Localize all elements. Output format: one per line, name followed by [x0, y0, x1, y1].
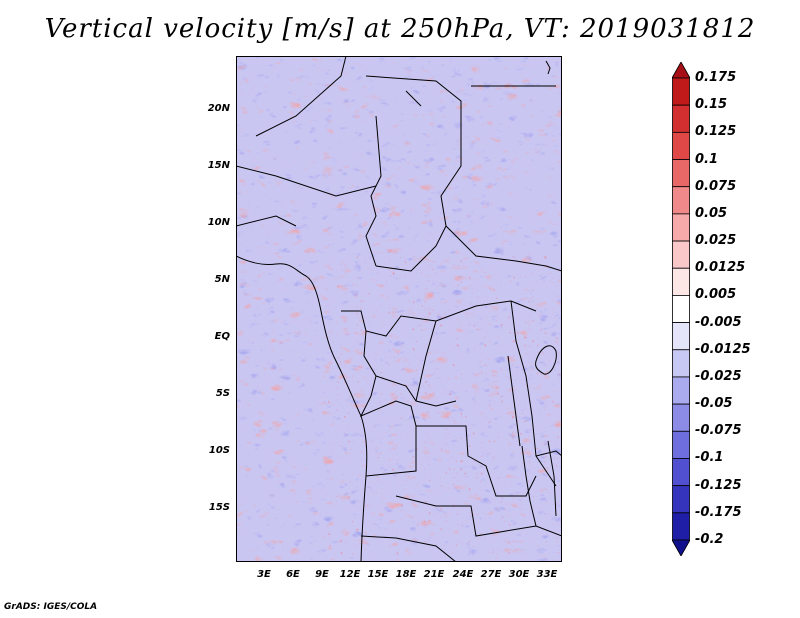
lat-tick-label: 10S [208, 445, 230, 456]
map-border [236, 56, 562, 562]
colorbar-label: -0.2 [695, 532, 724, 547]
colorbar-swatch [672, 77, 690, 106]
lon-tick-label: 3E [257, 569, 271, 580]
colorbar-label: -0.025 [695, 368, 742, 384]
colorbar-swatch [672, 131, 690, 160]
colorbar-swatch [672, 458, 690, 487]
lon-tick-label: 27E [480, 569, 502, 580]
lon-tick-label: 6E [286, 569, 300, 580]
colorbar-label: -0.075 [695, 423, 742, 439]
colorbar-swatch [672, 430, 690, 459]
lat-tick-label: 20N [207, 103, 230, 114]
map-plot [236, 56, 562, 562]
map-title: Vertical velocity [m/s] at 250hPa, VT: 2… [44, 14, 756, 44]
colorbar-label: 0.05 [695, 205, 728, 221]
colorbar-label: 0.075 [695, 178, 737, 194]
colorbar-label: -0.175 [695, 504, 742, 520]
colorbar-label: 0.025 [695, 233, 737, 249]
lon-tick-label: 21E [423, 569, 445, 580]
lat-tick-label: 5S [215, 388, 230, 399]
lon-tick-label: 24E [452, 569, 474, 580]
colorbar-label: 0.15 [695, 97, 728, 113]
colorbar-label: 0.1 [695, 151, 719, 167]
colorbar-bottom-triangle [672, 539, 690, 556]
colorbar-label: 0.005 [695, 287, 737, 303]
colorbar [672, 62, 690, 556]
lat-tick-label: 10N [207, 217, 230, 228]
colorbar-swatch [672, 186, 690, 215]
lon-tick-label: 18E [395, 569, 417, 580]
colorbar-label: -0.125 [695, 477, 742, 493]
credit-text: GrADS: IGES/COLA [4, 602, 98, 612]
colorbar-label: -0.05 [695, 396, 733, 412]
colorbar-swatch [672, 240, 690, 269]
colorbar-swatch [672, 295, 690, 323]
colorbar-top-triangle [672, 62, 690, 79]
colorbar-swatch [672, 322, 690, 351]
colorbar-swatch [672, 159, 690, 188]
colorbar-label: 0.175 [695, 70, 737, 85]
colorbar-swatch [672, 349, 690, 378]
colorbar-swatch [672, 267, 690, 296]
lat-tick-label: EQ [214, 331, 230, 342]
colorbar-label: 0.0125 [695, 260, 746, 276]
boundaries [236, 56, 562, 562]
lon-tick-label: 15E [367, 569, 389, 580]
colorbar-label: -0.0125 [695, 341, 751, 357]
colorbar-label: -0.005 [695, 314, 742, 330]
lat-tick-label: 5N [214, 274, 230, 285]
colorbar-swatch [672, 512, 690, 541]
colorbar-swatch [672, 104, 690, 133]
colorbar-swatch [672, 485, 690, 514]
lon-tick-label: 12E [339, 569, 361, 580]
colorbar-label: -0.1 [695, 450, 724, 466]
colorbar-label: 0.125 [695, 124, 737, 140]
lon-tick-label: 9E [315, 569, 329, 580]
lat-tick-label: 15S [208, 502, 230, 513]
colorbar-swatch [672, 213, 690, 242]
colorbar-swatch [672, 376, 690, 405]
lat-tick-label: 15N [207, 160, 230, 171]
field-convective-noise [326, 256, 562, 556]
colorbar-swatch [672, 403, 690, 432]
lon-tick-label: 30E [508, 569, 530, 580]
lon-tick-label: 33E [536, 569, 558, 580]
